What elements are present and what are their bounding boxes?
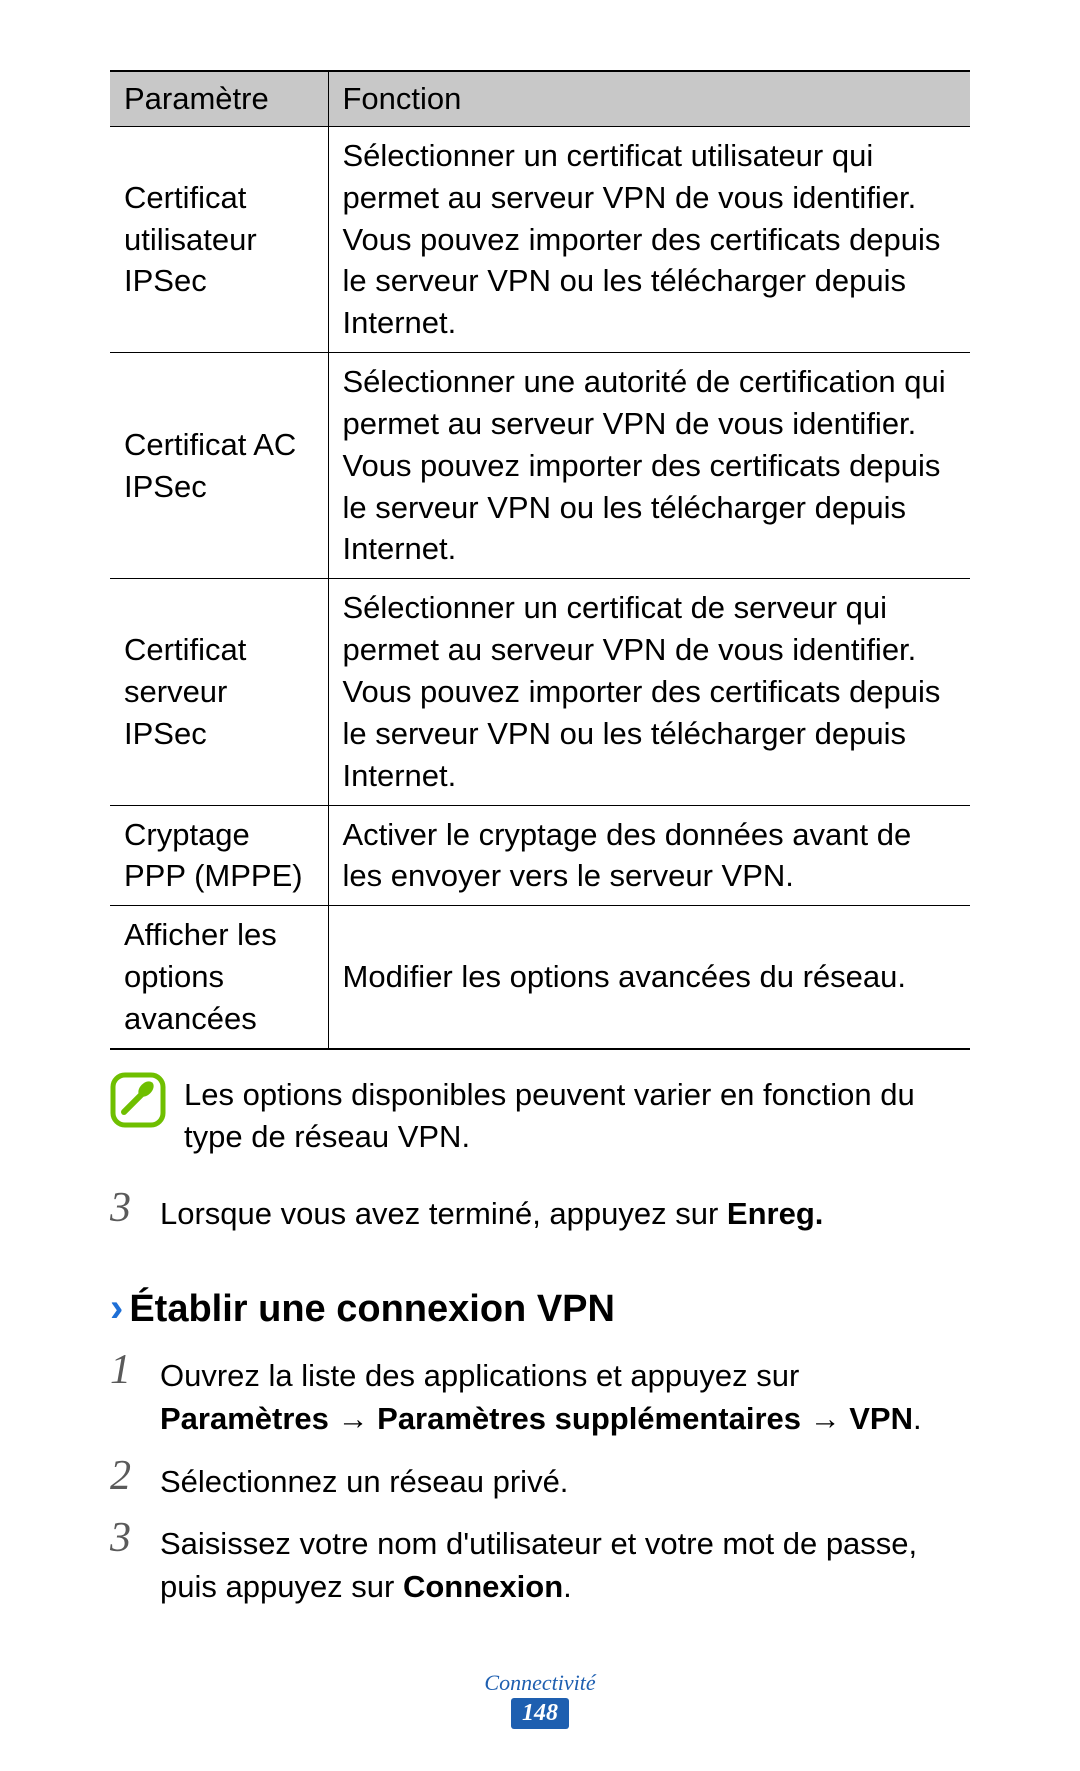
vpn-settings-table: Paramètre Fonction Certificat utilisateu… — [110, 70, 970, 1050]
step-body: Ouvrez la liste des applications et appu… — [160, 1349, 970, 1441]
cell-func: Sélectionner un certificat utilisateur q… — [328, 126, 970, 352]
table-header-row: Paramètre Fonction — [110, 71, 970, 126]
step-text: Ouvrez la liste des applications et appu… — [160, 1358, 799, 1393]
table-row: Afficher les options avancées Modifier l… — [110, 906, 970, 1049]
footer-section-label: Connectivité — [0, 1670, 1080, 1696]
step-item: 3 Saisissez votre nom d'utilisateur et v… — [110, 1517, 970, 1609]
cell-param: Certificat AC IPSec — [110, 353, 328, 579]
step-number: 3 — [110, 1517, 160, 1559]
step-body: Sélectionnez un réseau privé. — [160, 1455, 970, 1504]
step-body: Saisissez votre nom d'utilisateur et vot… — [160, 1517, 970, 1609]
cell-func: Modifier les options avancées du réseau. — [328, 906, 970, 1049]
cell-param: Cryptage PPP (MPPE) — [110, 805, 328, 906]
table-row: Certificat AC IPSec Sélectionner une aut… — [110, 353, 970, 579]
section-heading: › Établir une connexion VPN — [110, 1288, 970, 1331]
arrow-icon: → — [801, 1401, 849, 1436]
step-number: 3 — [110, 1187, 160, 1229]
step-bold: Paramètres supplémentaires — [377, 1401, 801, 1436]
step-text: Lorsque vous avez terminé, appuyez sur — [160, 1196, 727, 1231]
step-item: 2 Sélectionnez un réseau privé. — [110, 1455, 970, 1504]
step-number: 2 — [110, 1455, 160, 1497]
table-header-func: Fonction — [328, 71, 970, 126]
note-text: Les options disponibles peuvent varier e… — [184, 1072, 970, 1158]
step-item: 3 Lorsque vous avez terminé, appuyez sur… — [110, 1187, 970, 1236]
note-icon — [110, 1072, 166, 1128]
note-callout: Les options disponibles peuvent varier e… — [110, 1072, 970, 1158]
table-row: Certificat utilisateur IPSec Sélectionne… — [110, 126, 970, 352]
table-row: Cryptage PPP (MPPE) Activer le cryptage … — [110, 805, 970, 906]
chevron-icon: › — [110, 1288, 123, 1328]
step-bold: VPN — [849, 1401, 913, 1436]
step-bold: Enreg. — [727, 1196, 823, 1231]
table-header-param: Paramètre — [110, 71, 328, 126]
page-footer: Connectivité 148 — [0, 1670, 1080, 1729]
cell-param: Afficher les options avancées — [110, 906, 328, 1049]
cell-func: Sélectionner une autorité de certificati… — [328, 353, 970, 579]
step-bold: Connexion — [403, 1569, 563, 1604]
step-text: . — [563, 1569, 572, 1604]
table-row: Certificat serveur IPSec Sélectionner un… — [110, 579, 970, 805]
arrow-icon: → — [329, 1401, 377, 1436]
step-bold: Paramètres — [160, 1401, 329, 1436]
step-text: . — [913, 1401, 922, 1436]
cell-func: Activer le cryptage des données avant de… — [328, 805, 970, 906]
page-number-badge: 148 — [511, 1698, 569, 1729]
step-body: Lorsque vous avez terminé, appuyez sur E… — [160, 1187, 970, 1236]
step-item: 1 Ouvrez la liste des applications et ap… — [110, 1349, 970, 1441]
document-page: Paramètre Fonction Certificat utilisateu… — [0, 0, 1080, 1771]
cell-func: Sélectionner un certificat de serveur qu… — [328, 579, 970, 805]
step-number: 1 — [110, 1349, 160, 1391]
section-title: Établir une connexion VPN — [129, 1288, 615, 1331]
cell-param: Certificat serveur IPSec — [110, 579, 328, 805]
cell-param: Certificat utilisateur IPSec — [110, 126, 328, 352]
